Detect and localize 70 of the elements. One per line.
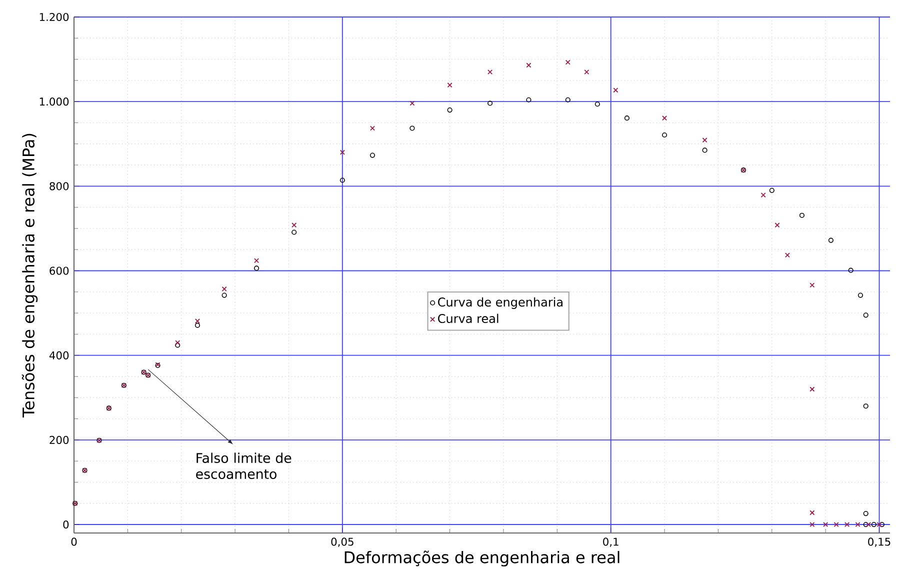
legend-label: Curva real xyxy=(438,314,498,324)
annotation: Falso limite de escoamento xyxy=(196,452,292,480)
point xyxy=(488,100,493,106)
point xyxy=(370,152,376,158)
point xyxy=(760,192,766,198)
point xyxy=(194,318,200,324)
point xyxy=(292,222,297,228)
point xyxy=(292,230,297,235)
point xyxy=(858,292,863,298)
point xyxy=(866,522,872,528)
y-axis-title: Tensões de engenharia e real (MPa) xyxy=(22,134,38,418)
point xyxy=(702,148,708,153)
point xyxy=(848,268,854,273)
point xyxy=(222,286,227,292)
point xyxy=(863,404,868,409)
point xyxy=(447,108,452,113)
point xyxy=(871,522,876,528)
point xyxy=(863,510,868,516)
point xyxy=(828,238,834,243)
point xyxy=(222,292,227,298)
point xyxy=(254,266,260,271)
point xyxy=(662,132,668,138)
y-tick-label: 600 xyxy=(50,266,69,275)
y-tick-label: 1.000 xyxy=(40,98,69,106)
point xyxy=(774,222,780,228)
x-tick-label: 0,15 xyxy=(868,538,890,547)
legend-label: Curva de engenharia xyxy=(438,297,562,309)
point xyxy=(702,138,708,143)
point xyxy=(565,60,570,65)
x-tick-label: 0,1 xyxy=(603,538,618,547)
point xyxy=(410,100,415,106)
point xyxy=(594,102,600,107)
x-tick-label: 0,05 xyxy=(331,538,354,547)
point xyxy=(447,82,452,88)
point xyxy=(254,258,260,264)
point xyxy=(340,178,345,183)
point xyxy=(526,62,532,68)
point xyxy=(876,522,882,528)
y-tick-label: 200 xyxy=(50,436,69,444)
point xyxy=(584,69,590,75)
y-tick-label: 800 xyxy=(50,182,69,190)
point xyxy=(526,97,532,102)
point xyxy=(823,522,828,528)
y-tick-label: 0 xyxy=(63,520,69,529)
point xyxy=(855,522,860,528)
point xyxy=(175,340,180,346)
point xyxy=(194,322,200,328)
point xyxy=(340,150,345,155)
x-tick-label: 0 xyxy=(71,538,77,546)
point xyxy=(810,386,815,392)
point xyxy=(810,282,815,288)
point xyxy=(370,126,376,131)
point xyxy=(810,510,815,516)
point xyxy=(799,212,804,218)
point xyxy=(844,522,850,528)
y-tick-label: 400 xyxy=(49,351,69,360)
point xyxy=(410,126,415,131)
point xyxy=(784,252,790,258)
point xyxy=(834,522,839,528)
point xyxy=(769,188,774,193)
point xyxy=(613,88,618,93)
point xyxy=(863,312,868,318)
point xyxy=(624,116,630,121)
point xyxy=(879,522,884,528)
y-tick-label: 1.200 xyxy=(40,12,69,22)
x-axis-title: Deformações de engenharia e real xyxy=(344,550,620,566)
point xyxy=(662,116,668,121)
point xyxy=(488,69,493,75)
point xyxy=(810,522,815,528)
point xyxy=(565,97,570,102)
